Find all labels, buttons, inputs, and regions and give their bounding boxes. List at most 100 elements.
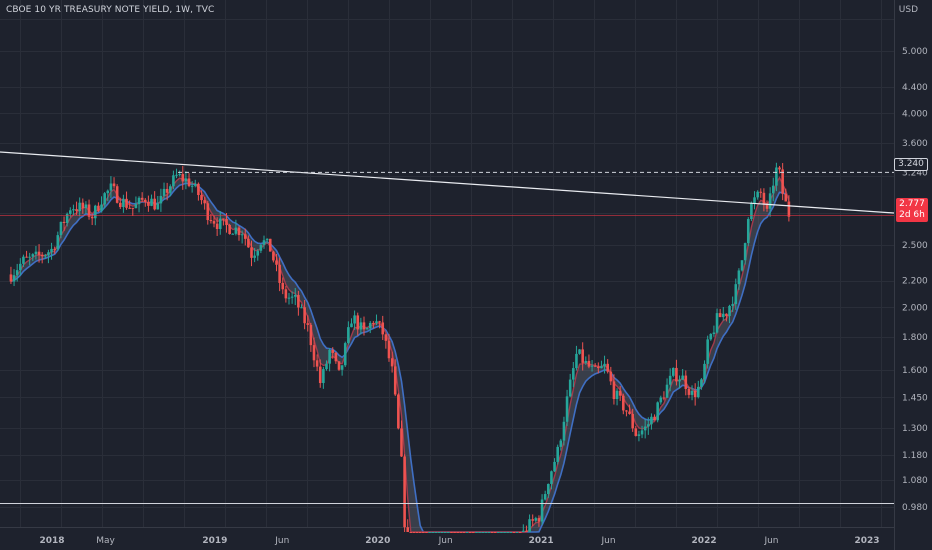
candle-body: [40, 254, 44, 257]
candle: [775, 162, 778, 192]
candle: [703, 360, 706, 384]
candle-body: [490, 532, 494, 533]
candle-body: [153, 198, 156, 210]
candle-body: [290, 296, 294, 298]
candle-body: [103, 193, 106, 205]
candle-body: [740, 260, 744, 271]
candle-body: [653, 416, 656, 421]
candle: [403, 454, 406, 532]
candle-body: [768, 193, 772, 209]
candle-body: [693, 390, 697, 398]
candle-body: [734, 284, 738, 305]
candle-body: [309, 324, 313, 346]
candle-body: [700, 379, 703, 387]
candle-body: [721, 313, 725, 318]
candle-body: [250, 247, 253, 258]
candle-body: [275, 260, 278, 265]
candle: [543, 490, 547, 501]
candle: [765, 200, 769, 212]
candle: [106, 189, 110, 202]
candle: [593, 363, 597, 367]
candle-body: [462, 532, 466, 533]
candle: [578, 349, 581, 355]
candle: [9, 266, 13, 284]
candle-body: [178, 174, 181, 176]
candle-body: [90, 216, 94, 219]
candle: [190, 181, 194, 193]
candle: [625, 410, 628, 417]
candle: [606, 359, 609, 374]
price-tick-label: 1.300: [902, 424, 928, 434]
candle: [665, 378, 669, 398]
candle: [334, 351, 338, 364]
candle: [347, 321, 350, 345]
candle-body: [112, 183, 116, 187]
candle-body: [53, 248, 56, 250]
candle-body: [368, 322, 372, 329]
candle: [290, 291, 294, 304]
candle: [134, 196, 138, 209]
candle-body: [25, 256, 28, 258]
candle: [584, 356, 588, 365]
candle: [40, 252, 44, 264]
candle: [50, 242, 53, 260]
candle-body: [453, 532, 456, 533]
candle: [28, 252, 31, 266]
candle: [322, 366, 325, 389]
candle-body: [475, 532, 478, 533]
candle-body: [184, 178, 188, 182]
candle-body: [75, 209, 78, 211]
candle-body: [656, 402, 659, 421]
candle-body: [678, 379, 681, 382]
candle: [497, 532, 500, 533]
candle: [122, 194, 125, 213]
candle-body: [159, 195, 163, 204]
candle-body: [378, 321, 381, 323]
candle-body: [256, 250, 260, 256]
candle: [675, 359, 678, 386]
candle-body: [387, 340, 391, 359]
candle-body: [565, 396, 569, 422]
candle: [709, 333, 713, 341]
candle-body: [425, 532, 428, 533]
candle-body: [356, 315, 360, 330]
candle-body: [265, 238, 269, 241]
candle: [500, 532, 503, 533]
candle-body: [728, 305, 731, 317]
price-axis: 5.000 4.400 4.000 3.600 3.240 2.500 2.200 2.000…: [902, 47, 928, 513]
candle-body: [50, 248, 53, 253]
grid: [0, 0, 894, 527]
candle-body: [365, 328, 369, 330]
candle-body: [397, 394, 400, 429]
candle-body: [725, 313, 728, 317]
candle: [100, 196, 103, 213]
candle: [309, 322, 313, 352]
candle-body: [525, 530, 528, 532]
candle: [31, 253, 35, 262]
candle: [125, 191, 128, 210]
candle-body: [612, 381, 616, 400]
candle: [350, 318, 353, 328]
candle-body: [622, 395, 625, 411]
candle-body: [637, 434, 641, 436]
candle: [581, 342, 584, 371]
candle-body: [718, 313, 722, 318]
candle: [212, 215, 216, 228]
candle-body: [493, 532, 497, 533]
price-tick-label: 1.450: [902, 393, 928, 403]
candle: [422, 532, 425, 533]
candle: [297, 290, 300, 316]
candle-body: [247, 238, 250, 248]
candle-body: [168, 186, 172, 193]
candle-body: [209, 220, 213, 222]
candle: [743, 242, 747, 265]
candle: [734, 278, 738, 310]
candle: [128, 200, 131, 209]
candle: [650, 413, 653, 430]
candle: [172, 170, 175, 190]
candle: [206, 200, 210, 225]
candle: [646, 417, 650, 435]
candle-body: [343, 343, 347, 366]
candle: [506, 532, 510, 533]
